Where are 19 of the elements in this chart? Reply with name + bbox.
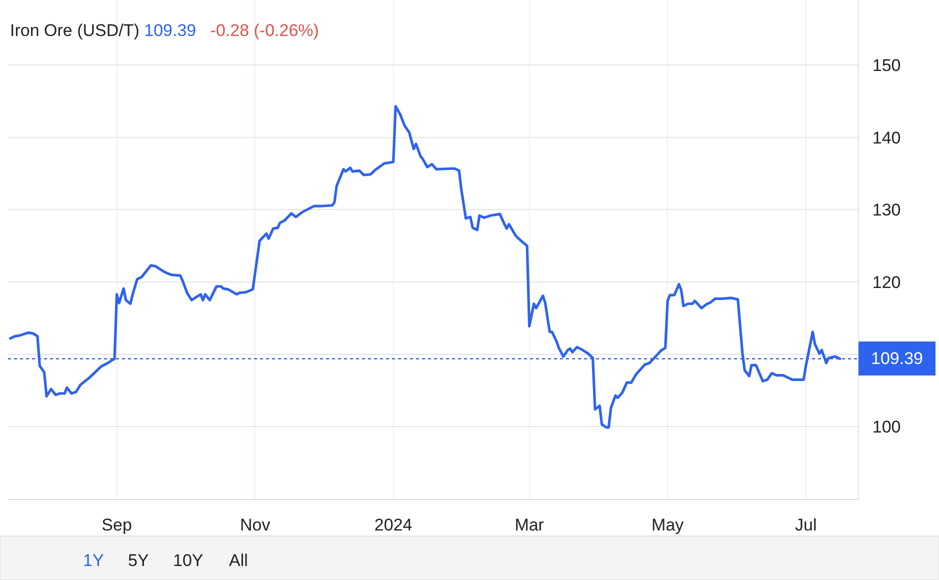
y-tick-label: 130 bbox=[872, 200, 901, 220]
ref-line-label: 109.39 bbox=[871, 349, 923, 368]
y-tick-label: 140 bbox=[872, 128, 901, 148]
x-tick-label: Sep bbox=[102, 515, 132, 534]
x-tick-label: May bbox=[652, 515, 684, 534]
y-tick-label: 150 bbox=[872, 56, 901, 76]
y-tick-label: 120 bbox=[872, 272, 901, 292]
text: 10Y bbox=[173, 551, 204, 570]
text: 1Y bbox=[83, 551, 104, 570]
text: 5Y bbox=[128, 551, 149, 570]
text: Iron Ore (USD/T) bbox=[10, 20, 140, 40]
text: All bbox=[229, 551, 248, 570]
x-tick-label: 2024 bbox=[374, 515, 412, 534]
y-tick-label: 100 bbox=[872, 418, 901, 437]
x-tick-label: Mar bbox=[514, 515, 544, 534]
annotation: 109.39 bbox=[144, 20, 196, 40]
x-tick-label: Nov bbox=[240, 515, 271, 534]
x-tick-label: Jul bbox=[795, 515, 817, 534]
annotation: -0.28 (-0.26%) bbox=[210, 20, 319, 40]
